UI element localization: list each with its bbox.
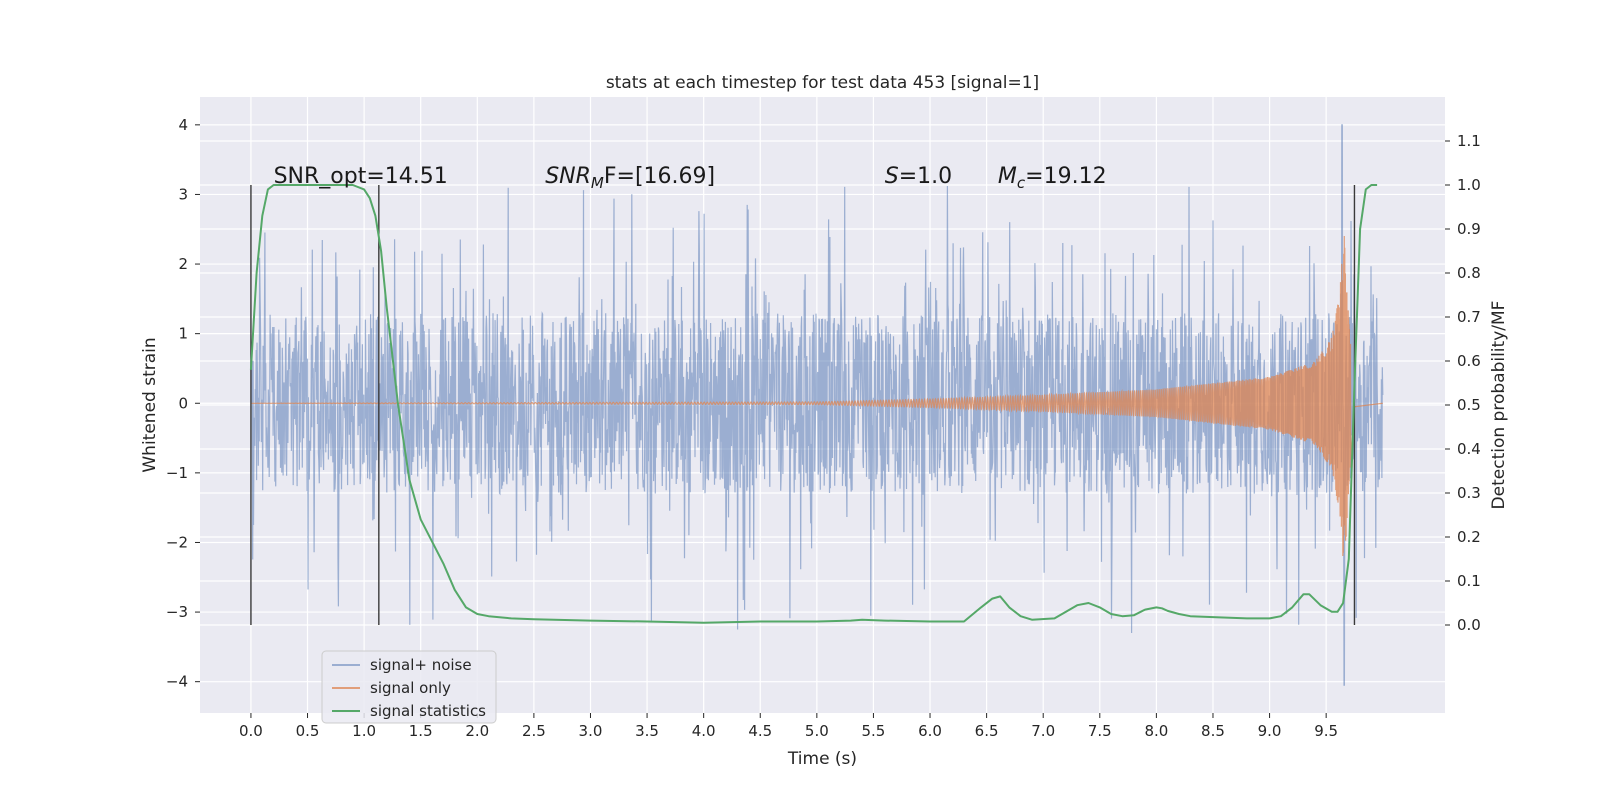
x-tick-label-18: 9.0	[1258, 722, 1282, 740]
legend: signal+ noise signal only signal statistic…	[321, 650, 497, 724]
annotations: SNR_opt=14.51 SNRMF=[16.69] S=1.0 Mc=19.…	[274, 164, 1107, 192]
y-tick-label-2: −2	[166, 533, 188, 551]
y2-tick-label-2: 0.2	[1457, 528, 1481, 546]
y2-tick-label-11: 1.1	[1457, 132, 1481, 150]
signal-only-line	[250, 235, 1383, 557]
y-tick-label-1: −3	[166, 603, 188, 621]
y-axis-label: Whitened strain	[140, 337, 160, 472]
series-signal-statistics	[249, 184, 1378, 624]
x-tick-label-3: 1.5	[409, 722, 433, 740]
x-tick-label-15: 7.5	[1088, 722, 1112, 740]
x-tick-label-9: 4.5	[748, 722, 772, 740]
x-tick-label-12: 6.0	[918, 722, 942, 740]
x-tick-label-2: 1.0	[352, 722, 376, 740]
x-tick-label-4: 2.0	[465, 722, 489, 740]
y-tick-label-3: −1	[166, 464, 188, 482]
legend-label-1: signal only	[370, 679, 451, 697]
x-tick-label-11: 5.5	[862, 722, 886, 740]
annotation-s-suffix: =1.0	[899, 164, 952, 189]
annotation-mc-base: M	[998, 164, 1017, 189]
y2-tick-label-7: 0.7	[1457, 308, 1481, 326]
annotation-mc-suffix: =19.12	[1025, 164, 1106, 189]
annotation-s: S=1.0	[885, 164, 952, 189]
x-tick-label-5: 2.5	[522, 722, 546, 740]
x-tick-label-7: 3.5	[635, 722, 659, 740]
y-tick-label-5: 1	[178, 325, 188, 343]
series-signal-only	[250, 235, 1383, 557]
y2-tick-label-9: 0.9	[1457, 220, 1481, 238]
y2-tick-label-3: 0.3	[1457, 484, 1481, 502]
y2-tick-label-4: 0.4	[1457, 440, 1481, 458]
annotation-snr-opt: SNR_opt=14.51	[274, 164, 448, 189]
y2-tick-label-0: 0.0	[1457, 616, 1481, 634]
y2-axis-label: Detection probability/MF	[1489, 301, 1509, 510]
y-tick-label-0: −4	[166, 673, 188, 691]
y2-tick-label-10: 1.0	[1457, 176, 1481, 194]
y2-tick-label-6: 0.6	[1457, 352, 1481, 370]
y2-tick-label-8: 0.8	[1457, 264, 1481, 282]
y-tick-label-8: 4	[178, 116, 188, 134]
x-tick-label-14: 7.0	[1031, 722, 1055, 740]
x-tick-label-13: 6.5	[975, 722, 999, 740]
legend-items: signal+ noise signal only signal statistic…	[332, 656, 486, 720]
x-tick-label-16: 8.0	[1144, 722, 1168, 740]
y2-tick-label-1: 0.1	[1457, 572, 1481, 590]
y-axis-ticks: −4 −3 −2 −1 0 1 2 3 4	[166, 116, 200, 691]
x-tick-label-8: 4.0	[692, 722, 716, 740]
x-tick-label-17: 8.5	[1201, 722, 1225, 740]
y2-tick-label-5: 0.5	[1457, 396, 1481, 414]
x-tick-label-1: 0.5	[296, 722, 320, 740]
y-tick-label-7: 3	[178, 185, 188, 203]
annotation-snr-mf-suffix: F=[16.69]	[604, 164, 715, 189]
x-tick-label-10: 5.0	[805, 722, 829, 740]
x-tick-label-6: 3.0	[579, 722, 603, 740]
y2-axis-ticks: 0.0 0.1 0.2 0.3 0.4 0.5 0.6 0.7 0.8 0.9 1.0 1.1	[1445, 132, 1481, 634]
legend-label-2: signal statistics	[370, 702, 486, 720]
x-axis-label: Time (s)	[787, 749, 857, 769]
y-tick-label-4: 0	[178, 394, 188, 412]
x-axis-ticks: 0.0 0.5 1.0 1.5 2.0 2.5 3.0 3.5 4.0 4.5 5.0 5.5 6.0 6…	[239, 713, 1338, 740]
x-tick-label-19: 9.5	[1314, 722, 1338, 740]
y-tick-label-6: 2	[178, 255, 188, 273]
annotation-mc-sub: c	[1017, 174, 1026, 192]
annotation-snr-mf-base: SNR	[545, 164, 591, 189]
legend-label-0: signal+ noise	[370, 656, 472, 674]
annotation-s-base: S	[885, 164, 899, 189]
annotation-snr-mf-sub: M	[591, 174, 604, 192]
x-tick-label-0: 0.0	[239, 722, 263, 740]
chart-title: stats at each timestep for test data 453…	[606, 73, 1039, 93]
legend-box	[321, 650, 497, 724]
signal-statistics-line	[249, 184, 1378, 624]
annotation-mc: Mc=19.12	[998, 164, 1107, 192]
annotation-snr-mf: SNRMF=[16.69]	[545, 164, 715, 192]
